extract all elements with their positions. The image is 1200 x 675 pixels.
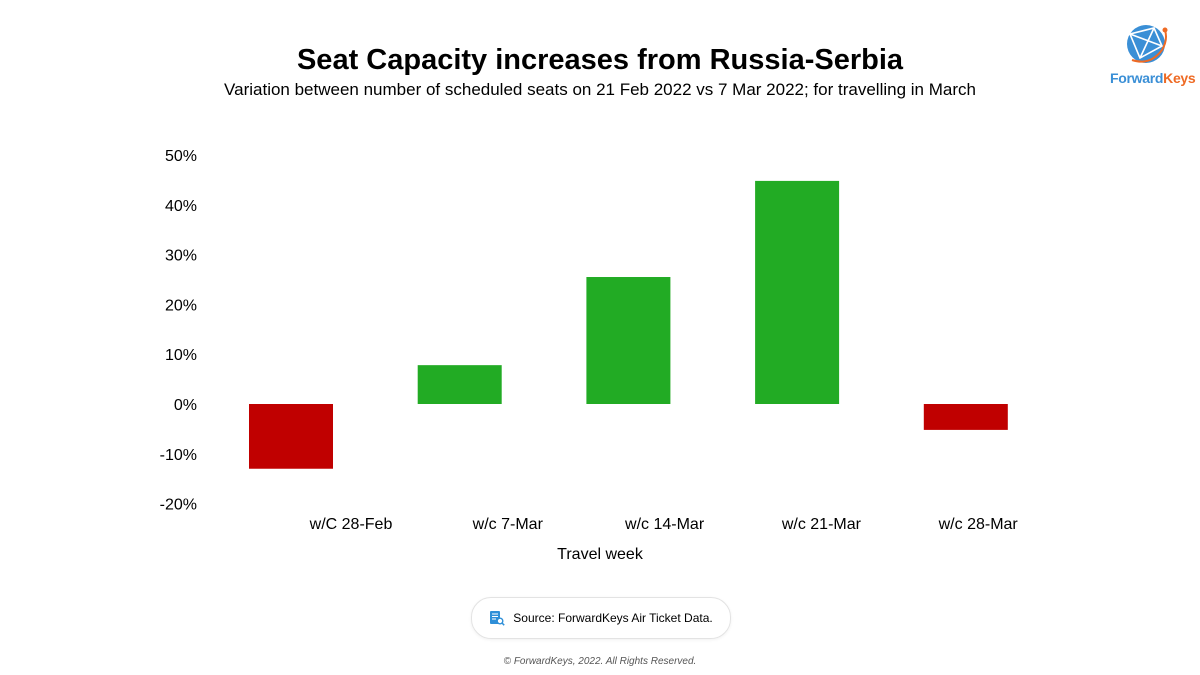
x-axis-label: Travel week [557, 546, 644, 563]
globe-icon [1127, 25, 1168, 63]
y-tick-label: 20% [165, 297, 197, 314]
y-tick-label: 0% [174, 397, 197, 414]
x-tick-label: w/c 21-Mar [781, 516, 862, 533]
y-tick-label: -20% [160, 497, 197, 514]
y-tick-label: -10% [160, 447, 197, 464]
source-text: Source: ForwardKeys Air Ticket Data. [513, 611, 713, 625]
y-tick-label: 30% [165, 248, 197, 265]
logo-part2: Keys [1163, 70, 1196, 86]
logo-part1: Forward [1110, 70, 1164, 86]
chart-subtitle: Variation between number of scheduled se… [224, 80, 976, 99]
x-tick-label: w/c 7-Mar [472, 516, 544, 533]
source-badge: Source: ForwardKeys Air Ticket Data. [471, 597, 731, 639]
y-tick-label: 40% [165, 198, 197, 215]
y-tick-label: 50% [165, 148, 197, 165]
copyright: © ForwardKeys, 2022. All Rights Reserved… [503, 656, 697, 667]
bar-0 [249, 404, 333, 469]
forwardkeys-logo: ForwardKeys [1110, 20, 1196, 90]
document-search-icon [490, 611, 506, 626]
bar-4 [923, 404, 1008, 430]
y-tick-label: 10% [165, 347, 197, 364]
x-tick-label: w/C 28-Feb [309, 516, 393, 533]
bar-2 [586, 277, 671, 404]
x-tick-label: w/c 28-Mar [938, 516, 1019, 533]
logo-wordmark: ForwardKeys [1110, 70, 1196, 86]
chart-title: Seat Capacity increases from Russia-Serb… [296, 44, 904, 76]
x-tick-label: w/c 14-Mar [624, 516, 705, 533]
bar-1 [417, 365, 502, 404]
bar-3 [755, 180, 840, 404]
